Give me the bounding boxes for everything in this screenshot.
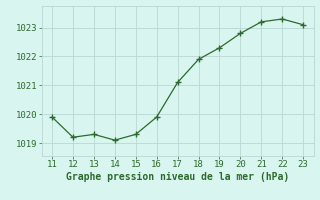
X-axis label: Graphe pression niveau de la mer (hPa): Graphe pression niveau de la mer (hPa) <box>66 172 289 182</box>
